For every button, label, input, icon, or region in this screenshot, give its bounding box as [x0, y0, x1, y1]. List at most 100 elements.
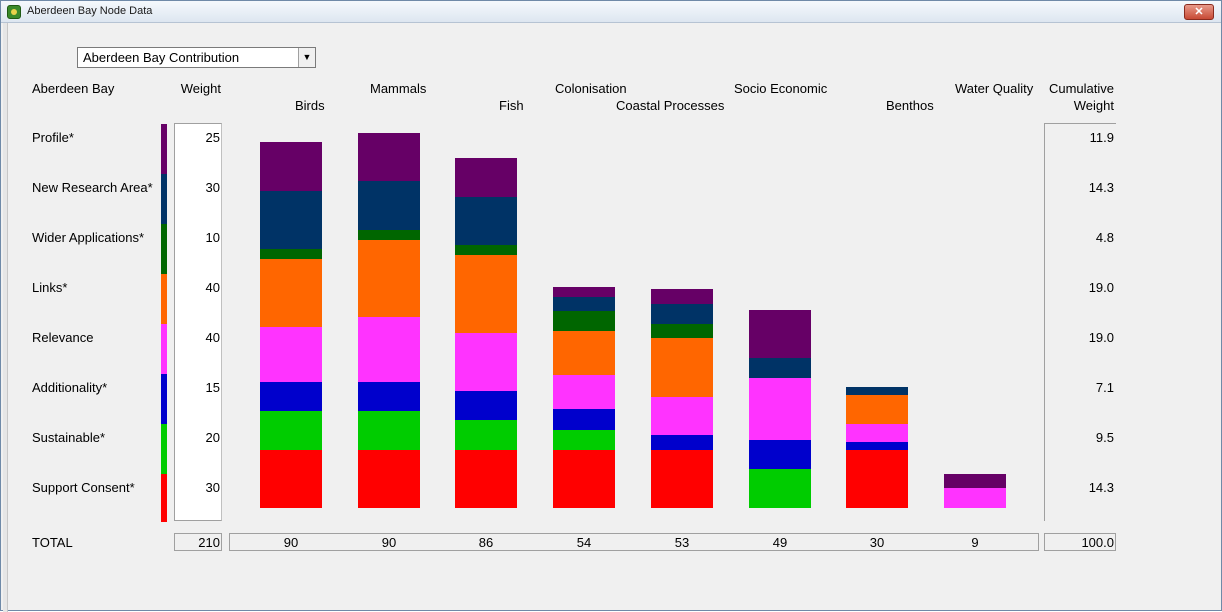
weight-value[interactable]: 40 — [205, 330, 220, 345]
title-bar[interactable]: Aberdeen Bay Node Data ✕ — [1, 1, 1221, 23]
color-swatch-links — [161, 274, 167, 324]
bar-segment — [260, 327, 322, 382]
cumulative-weight-value: 9.5 — [1095, 430, 1114, 445]
weight-value[interactable]: 25 — [205, 130, 220, 145]
bar-segment — [651, 396, 713, 435]
bar-segment — [749, 377, 811, 441]
row-label-profile: Profile* — [32, 130, 74, 145]
color-swatch-support-consent — [161, 474, 167, 522]
bar-segment — [749, 469, 811, 508]
color-swatch-sustainable — [161, 424, 167, 474]
row-label-new-research-area: New Research Area* — [32, 180, 153, 195]
weight-value[interactable]: 15 — [205, 380, 220, 395]
color-swatch-new-research-area — [161, 174, 167, 224]
row-label-links: Links* — [32, 280, 68, 295]
cumulative-weight-value: 4.8 — [1095, 230, 1114, 245]
category-header-birds: Birds — [295, 98, 325, 113]
bar-segment — [846, 449, 908, 508]
weight-value[interactable]: 30 — [205, 180, 220, 195]
bar-segment — [260, 381, 322, 411]
bar-segment — [260, 249, 322, 259]
bar-segment — [749, 358, 811, 378]
bar-segment — [553, 330, 615, 375]
row-label-additionality: Additionality* — [32, 380, 108, 395]
bar-segment — [749, 440, 811, 470]
category-header-benthos: Benthos — [886, 98, 934, 113]
bar-segment — [455, 332, 517, 392]
weight-header: Weight — [180, 81, 221, 96]
color-swatch-wider-applications — [161, 224, 167, 274]
stacked-bar-chart — [229, 119, 1039, 523]
category-header-socio-economic: Socio Economic — [734, 81, 828, 96]
row-label-support-consent: Support Consent* — [32, 480, 135, 495]
window-title: Aberdeen Bay Node Data — [27, 5, 153, 17]
bar-segment — [455, 255, 517, 333]
color-swatch-additionality — [161, 374, 167, 424]
bar-segment — [651, 434, 713, 450]
weight-value[interactable]: 40 — [205, 280, 220, 295]
cumulative-header-line2: Weight — [1073, 98, 1114, 113]
cumulative-weight-value: 7.1 — [1095, 380, 1114, 395]
category-total-value: 90 — [283, 535, 299, 550]
bar-segment — [358, 410, 420, 450]
bar-segment — [846, 394, 908, 424]
category-total-value: 53 — [674, 535, 690, 550]
chevron-down-icon[interactable]: ▼ — [298, 48, 315, 67]
bar-segment — [455, 196, 517, 246]
bar-segment — [651, 338, 713, 397]
weight-total-value: 210 — [198, 535, 220, 550]
cumulative-weight-value: 14.3 — [1088, 180, 1114, 195]
weight-value[interactable]: 10 — [205, 230, 220, 245]
cumulative-column — [1044, 123, 1116, 521]
color-swatch-profile — [161, 124, 167, 174]
cumulative-weight-value: 19.0 — [1088, 330, 1114, 345]
bar-segment — [358, 181, 420, 230]
category-total-value: 54 — [576, 535, 592, 550]
row-label-wider-applications: Wider Applications* — [32, 230, 144, 245]
close-button[interactable]: ✕ — [1184, 4, 1214, 20]
view-select-dropdown[interactable]: Aberdeen Bay Contribution ▼ — [77, 47, 316, 68]
bar-segment — [260, 190, 322, 250]
bar-segment — [846, 423, 908, 443]
category-total-value: 86 — [478, 535, 494, 550]
bar-segment — [358, 239, 420, 318]
bar-segment — [358, 132, 420, 182]
bar-segment — [846, 387, 908, 395]
bar-segment — [553, 311, 615, 331]
bar-segment — [749, 309, 811, 359]
bar-segment — [260, 449, 322, 508]
bar-segment — [553, 296, 615, 312]
bar-segment — [358, 381, 420, 411]
bar-segment — [944, 473, 1006, 489]
bar-segment — [846, 442, 908, 450]
cumulative-total-value: 100.0 — [1081, 535, 1114, 550]
category-header-water-quality: Water Quality — [955, 81, 1034, 96]
dropdown-selected-value: Aberdeen Bay Contribution — [83, 50, 240, 65]
bar-segment — [358, 317, 420, 382]
left-border — [3, 23, 8, 612]
category-header-colonisation: Colonisation — [555, 81, 627, 96]
bar-segment — [260, 142, 322, 191]
bar-segment — [553, 408, 615, 430]
bar-segment — [651, 289, 713, 304]
row-label-relevance: Relevance — [32, 330, 94, 345]
bar-segment — [944, 488, 1006, 508]
app-icon — [7, 5, 21, 19]
bar-segment — [553, 449, 615, 508]
bar-segment — [358, 229, 420, 240]
bar-segment — [651, 449, 713, 508]
bar-segment — [455, 245, 517, 256]
bar-segment — [455, 157, 517, 197]
weight-value[interactable]: 30 — [205, 480, 220, 495]
row-label-sustainable: Sustainable* — [32, 430, 105, 445]
cumulative-total-box — [1044, 533, 1116, 551]
bar-segment — [553, 429, 615, 450]
weight-value[interactable]: 20 — [205, 430, 220, 445]
cumulative-header-line1: Cumulative — [1048, 81, 1114, 96]
weight-total-box — [174, 533, 222, 551]
category-header-fish: Fish — [499, 98, 524, 113]
row-header: Aberdeen Bay — [32, 81, 115, 96]
bar-segment — [455, 420, 517, 450]
bar-segment — [358, 449, 420, 508]
bar-segment — [260, 410, 322, 450]
